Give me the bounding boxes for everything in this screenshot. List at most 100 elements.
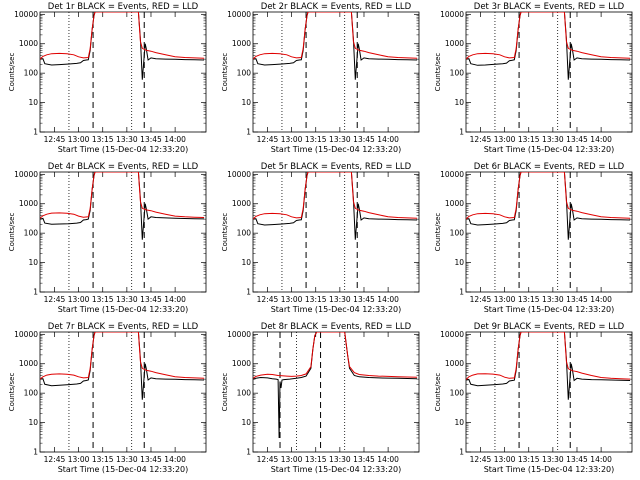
y-axis-label: Counts/sec: [8, 373, 16, 412]
y-tick-label: 1000: [232, 359, 251, 368]
x-tick-label: 14:00: [377, 135, 399, 144]
y-tick-label: 10: [241, 418, 251, 427]
panel-title: Det 1r BLACK = Events, RED = LLD: [48, 2, 199, 12]
x-tick-label: 13:45: [566, 455, 588, 464]
x-tick-label: 13:15: [92, 455, 114, 464]
panel-det-3: Det 3r BLACK = Events, RED = LLD 1 10 100 10…: [434, 2, 633, 154]
x-tick-label: 13:30: [329, 135, 351, 144]
x-tick-label: 12:45: [44, 295, 66, 304]
y-tick-label: 10000: [440, 170, 464, 179]
x-tick-label: 13:00: [281, 455, 303, 464]
x-tick-label: 13:00: [68, 295, 90, 304]
y-tick-label: 100: [237, 69, 252, 78]
x-tick-label: 14:00: [164, 295, 186, 304]
panel-title: Det 9r BLACK = Events, RED = LLD: [474, 322, 625, 332]
plot-frame: [465, 331, 633, 453]
plot-frame: [39, 331, 207, 453]
y-tick-label: 10000: [440, 330, 464, 339]
x-tick-label: 12:45: [44, 135, 66, 144]
y-tick-label: 1000: [232, 199, 251, 208]
y-tick-label: 10: [28, 258, 38, 267]
panel-title: Det 4r BLACK = Events, RED = LLD: [48, 162, 199, 172]
x-tick-label: 13:30: [329, 295, 351, 304]
panel-det-9: Det 9r BLACK = Events, RED = LLD 1 10 100 10…: [434, 322, 633, 474]
x-tick-label: 14:00: [164, 135, 186, 144]
x-axis-label: Start Time (15-Dec-04 12:33:20): [484, 465, 615, 474]
panel-title: Det 3r BLACK = Events, RED = LLD: [474, 2, 625, 12]
x-tick-label: 12:45: [470, 295, 492, 304]
x-tick-label: 13:30: [116, 455, 138, 464]
x-tick-label: 13:45: [140, 295, 162, 304]
y-axis-label: Counts/sec: [221, 373, 229, 412]
y-tick-label: 1: [33, 448, 38, 457]
x-tick-label: 13:30: [116, 295, 138, 304]
y-tick-label: 100: [450, 389, 465, 398]
y-axis-label: Counts/sec: [221, 53, 229, 92]
x-tick-label: 12:45: [470, 135, 492, 144]
y-tick-label: 1000: [19, 199, 38, 208]
x-tick-label: 12:45: [470, 455, 492, 464]
y-tick-label: 10: [454, 258, 464, 267]
x-tick-label: 14:00: [590, 135, 612, 144]
series-lld: [40, 172, 205, 219]
y-tick-label: 1000: [445, 359, 464, 368]
x-tick-label: 13:45: [566, 295, 588, 304]
y-tick-label: 1000: [445, 39, 464, 48]
y-tick-label: 1: [33, 288, 38, 297]
y-tick-label: 1000: [19, 39, 38, 48]
series-lld: [40, 12, 205, 60]
x-tick-label: 13:15: [305, 295, 327, 304]
panel-det-4: Det 4r BLACK = Events, RED = LLD 1 10 100 10…: [8, 162, 207, 314]
x-axis-label: Start Time (15-Dec-04 12:33:20): [271, 305, 402, 314]
series-events: [466, 332, 631, 400]
y-tick-label: 100: [450, 69, 465, 78]
plot-frame: [465, 11, 633, 133]
plot-frame: [252, 11, 420, 133]
y-tick-label: 100: [24, 229, 39, 238]
x-tick-label: 13:15: [518, 295, 540, 304]
y-tick-label: 10000: [14, 330, 38, 339]
y-tick-label: 10: [241, 98, 251, 107]
series-events: [40, 332, 205, 400]
x-tick-label: 12:45: [257, 135, 279, 144]
y-tick-label: 10000: [227, 330, 251, 339]
y-axis-label: Counts/sec: [434, 373, 442, 412]
x-tick-label: 14:00: [377, 455, 399, 464]
x-tick-label: 13:15: [92, 295, 114, 304]
panel-det-7: Det 7r BLACK = Events, RED = LLD 1 10 100 10…: [8, 322, 207, 474]
y-tick-label: 1: [459, 128, 464, 137]
panel-title: Det 8r BLACK = Events, RED = LLD: [261, 322, 412, 332]
x-tick-label: 13:00: [68, 135, 90, 144]
x-tick-label: 13:00: [494, 455, 516, 464]
x-tick-label: 14:00: [590, 455, 612, 464]
series-lld: [466, 172, 631, 220]
y-axis-label: Counts/sec: [8, 213, 16, 252]
x-tick-label: 13:30: [329, 455, 351, 464]
series-events: [253, 12, 418, 80]
y-axis-label: Counts/sec: [434, 53, 442, 92]
y-axis-label: Counts/sec: [434, 213, 442, 252]
x-axis-label: Start Time (15-Dec-04 12:33:20): [58, 305, 189, 314]
y-tick-label: 10: [454, 98, 464, 107]
panel-title: Det 5r BLACK = Events, RED = LLD: [261, 162, 412, 172]
x-tick-label: 13:15: [92, 135, 114, 144]
x-axis-label: Start Time (15-Dec-04 12:33:20): [484, 145, 615, 154]
panel-title: Det 6r BLACK = Events, RED = LLD: [474, 162, 625, 172]
y-tick-label: 1: [246, 128, 251, 137]
x-axis-label: Start Time (15-Dec-04 12:33:20): [58, 145, 189, 154]
series-lld: [253, 12, 418, 60]
plot-frame: [252, 171, 420, 293]
x-tick-label: 14:00: [377, 295, 399, 304]
x-tick-label: 13:30: [542, 295, 564, 304]
series-events: [466, 12, 631, 80]
x-tick-label: 13:45: [140, 455, 162, 464]
x-tick-label: 13:30: [542, 455, 564, 464]
x-tick-label: 12:45: [44, 455, 66, 464]
x-tick-label: 13:00: [68, 455, 90, 464]
y-tick-label: 1000: [19, 359, 38, 368]
y-tick-label: 10: [28, 418, 38, 427]
y-tick-label: 100: [450, 229, 465, 238]
y-tick-label: 100: [24, 69, 39, 78]
x-axis-label: Start Time (15-Dec-04 12:33:20): [58, 465, 189, 474]
y-tick-label: 10: [241, 258, 251, 267]
